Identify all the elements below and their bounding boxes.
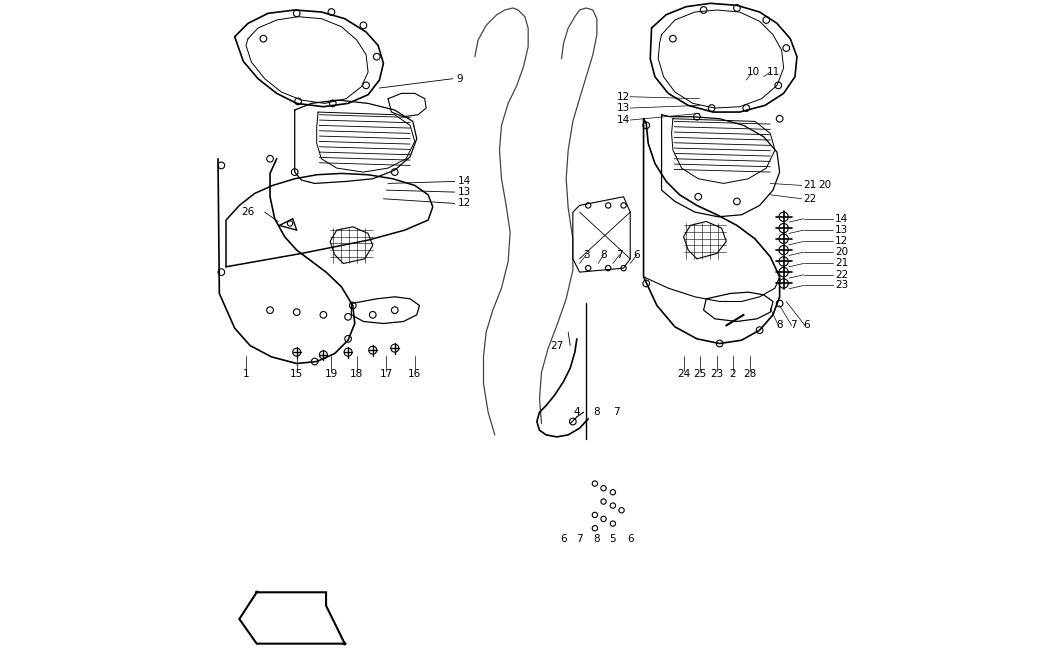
Text: 12: 12 (617, 92, 630, 101)
Text: 7: 7 (617, 250, 623, 259)
Text: 20: 20 (819, 181, 831, 190)
Text: 16: 16 (408, 369, 421, 378)
Text: 17: 17 (379, 369, 392, 378)
Text: 14: 14 (834, 214, 848, 223)
Text: 2: 2 (729, 369, 737, 378)
Text: 25: 25 (693, 369, 706, 378)
Text: 13: 13 (834, 225, 848, 235)
Polygon shape (239, 592, 344, 644)
Text: 8: 8 (776, 321, 783, 330)
Text: 3: 3 (583, 250, 590, 259)
Text: 18: 18 (350, 369, 364, 378)
Text: 24: 24 (677, 369, 690, 378)
Text: 27: 27 (551, 341, 563, 350)
Text: 13: 13 (458, 187, 471, 197)
Text: 20: 20 (834, 247, 848, 257)
Text: 12: 12 (458, 199, 471, 208)
Text: 14: 14 (617, 115, 630, 125)
Text: 23: 23 (710, 369, 724, 378)
Text: 23: 23 (834, 281, 848, 290)
Text: 7: 7 (576, 534, 583, 544)
Text: 12: 12 (834, 237, 848, 246)
Text: 7: 7 (613, 408, 620, 417)
Text: 21: 21 (804, 181, 816, 190)
Text: 8: 8 (593, 408, 601, 417)
Text: 4: 4 (574, 408, 580, 417)
Text: 9: 9 (457, 74, 463, 83)
Text: 6: 6 (560, 534, 567, 544)
Text: 6: 6 (634, 250, 640, 259)
Text: 22: 22 (834, 270, 848, 279)
Text: 28: 28 (744, 369, 757, 378)
Text: 7: 7 (790, 321, 796, 330)
Text: 6: 6 (627, 534, 634, 544)
Text: 11: 11 (766, 67, 779, 77)
Text: 26: 26 (241, 207, 255, 217)
Text: 13: 13 (617, 103, 630, 113)
Text: 19: 19 (325, 369, 338, 378)
Text: 6: 6 (803, 321, 810, 330)
Text: 5: 5 (609, 534, 617, 544)
Text: 15: 15 (290, 369, 303, 378)
Text: 8: 8 (593, 534, 601, 544)
Text: 10: 10 (746, 67, 759, 77)
Text: 22: 22 (804, 194, 816, 203)
Text: 21: 21 (834, 259, 848, 268)
Text: 1: 1 (242, 369, 250, 378)
Text: 14: 14 (458, 177, 471, 186)
Text: 8: 8 (601, 250, 607, 259)
